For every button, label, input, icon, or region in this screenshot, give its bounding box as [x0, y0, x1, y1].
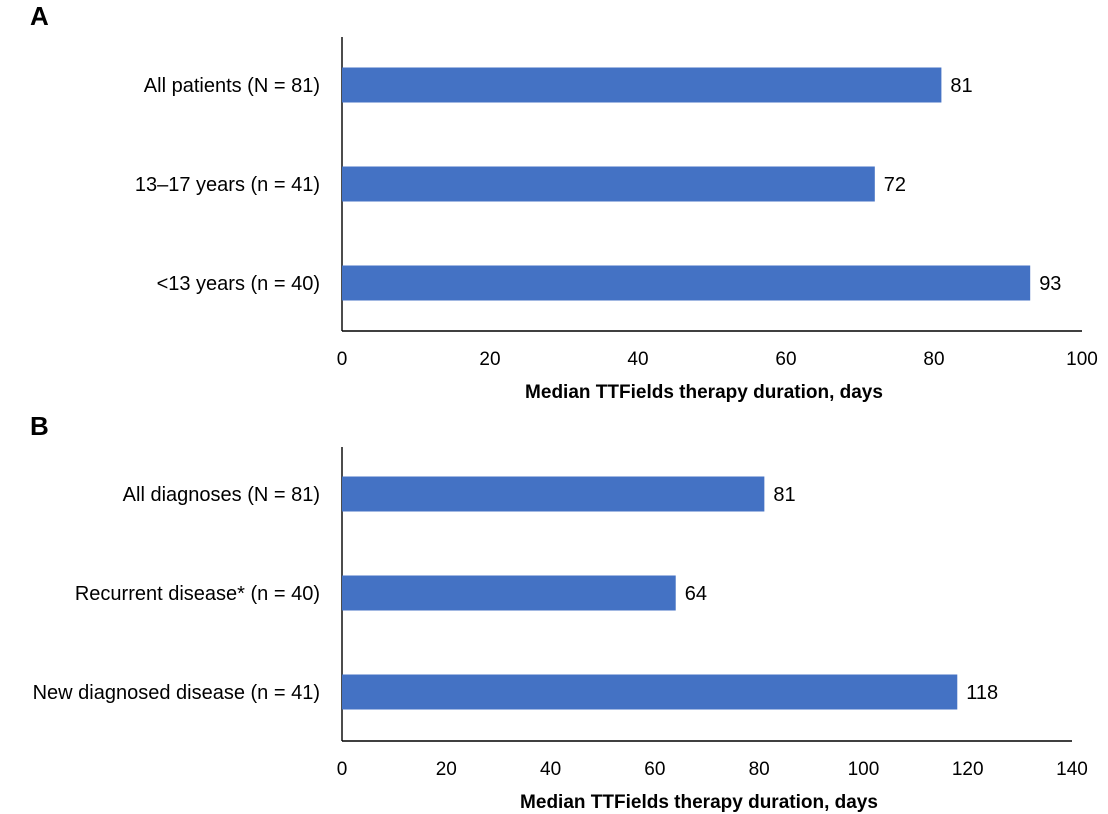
category-label: 13–17 years (n = 41)	[135, 174, 320, 196]
x-tick-label: 60	[775, 349, 796, 370]
bar-value-label: 72	[884, 174, 906, 196]
category-label: All patients (N = 81)	[144, 75, 320, 97]
panel-label: B	[30, 411, 49, 441]
panel-b: B 0 20 40 60 80 100 120 140 Median TTFields thera…	[30, 411, 1088, 813]
bar	[342, 166, 875, 202]
x-tick-label: 80	[749, 759, 770, 780]
x-axis-title: Median TTFields therapy duration, days	[525, 382, 883, 403]
bar	[342, 575, 676, 611]
x-tick-label: 0	[337, 349, 348, 370]
x-tick-label: 100	[1066, 349, 1098, 370]
x-tick-label: 20	[479, 349, 500, 370]
x-tick-label: 140	[1056, 759, 1088, 780]
x-tick-label: 40	[627, 349, 648, 370]
x-tick-label: 100	[848, 759, 880, 780]
category-label: New diagnosed disease (n = 41)	[33, 682, 320, 704]
x-tick-label: 0	[337, 759, 348, 780]
bar	[342, 67, 942, 103]
category-label: All diagnoses (N = 81)	[123, 484, 320, 506]
panel-label: A	[30, 1, 49, 31]
bar-value-label: 64	[685, 583, 707, 605]
bar-value-label: 81	[773, 484, 795, 506]
bar	[342, 674, 958, 710]
bar-value-label: 118	[966, 682, 998, 704]
x-axis-title: Median TTFields therapy duration, days	[520, 792, 878, 813]
x-tick-label: 20	[436, 759, 457, 780]
x-tick-label: 120	[952, 759, 984, 780]
x-tick-label: 40	[540, 759, 561, 780]
category-label: Recurrent disease* (n = 40)	[75, 583, 320, 605]
x-tick-label: 60	[644, 759, 665, 780]
category-label: <13 years (n = 40)	[157, 273, 320, 295]
bar-value-label: 93	[1039, 273, 1061, 295]
bar	[342, 476, 765, 512]
bar-value-label: 81	[950, 75, 972, 97]
x-tick-label: 80	[923, 349, 944, 370]
panel-a: A 0 20 40 60 80 100 Median TTFields therapy dur…	[30, 1, 1098, 403]
bar	[342, 265, 1031, 301]
